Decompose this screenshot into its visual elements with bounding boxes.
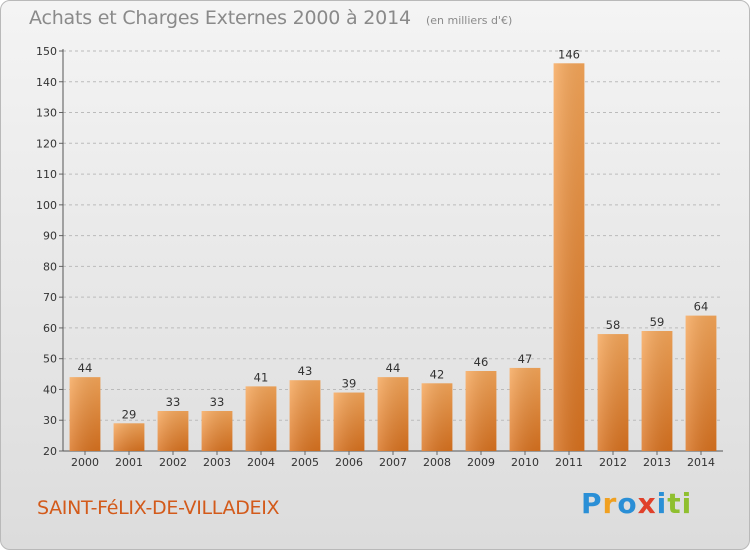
y-tick-label: 90	[43, 230, 57, 243]
y-tick-label: 20	[43, 445, 57, 458]
bar-value-label: 46	[474, 355, 489, 369]
x-tick-label: 2012	[599, 456, 627, 469]
chart-subtitle: (en milliers d'€)	[425, 14, 513, 27]
y-tick-label: 80	[43, 260, 57, 273]
bar-value-label: 64	[694, 300, 709, 314]
town-name: SAINT-FéLIX-DE-VILLADEIX	[37, 497, 280, 519]
x-tick-label: 2010	[511, 456, 539, 469]
x-tick-label: 2007	[379, 456, 407, 469]
x-tick-label: 2008	[423, 456, 451, 469]
x-tick-label: 2006	[335, 456, 363, 469]
x-tick-label: 2009	[467, 456, 495, 469]
bar-shine	[201, 411, 233, 451]
bar-shine	[597, 334, 629, 451]
y-tick-label: 130	[36, 107, 57, 120]
bar-shine	[685, 315, 717, 451]
bar-value-label: 33	[210, 395, 225, 409]
bar-shine	[421, 383, 453, 451]
bar-shine	[465, 371, 497, 451]
bar-shine	[333, 392, 365, 451]
x-tick-label: 2000	[71, 456, 99, 469]
bar-value-label: 42	[430, 367, 445, 381]
y-tick-label: 40	[43, 383, 57, 396]
x-tick-label: 2001	[115, 456, 143, 469]
bar-shine	[157, 411, 189, 451]
bar-value-label: 44	[78, 361, 93, 375]
y-tick-label: 110	[36, 168, 57, 181]
y-tick-label: 120	[36, 137, 57, 150]
x-tick-label: 2005	[291, 456, 319, 469]
y-tick-label: 60	[43, 322, 57, 335]
y-tick-label: 140	[36, 76, 57, 89]
x-tick-label: 2011	[555, 456, 583, 469]
x-tick-label: 2002	[159, 456, 187, 469]
y-tick-label: 70	[43, 291, 57, 304]
bar-value-label: 58	[606, 318, 621, 332]
bar-value-label: 47	[518, 352, 533, 366]
chart-title-area: Achats et Charges Externes 2000 à 2014 (…	[29, 7, 512, 29]
x-tick-label: 2004	[247, 456, 275, 469]
x-tick-label: 2003	[203, 456, 231, 469]
bar-shine	[509, 367, 541, 451]
y-tick-label: 30	[43, 414, 57, 427]
bar-shine	[377, 377, 409, 451]
proxiti-logo: Proxiti	[581, 487, 693, 520]
bar-value-label: 33	[166, 395, 181, 409]
bar-shine	[245, 386, 277, 451]
bar-value-label: 41	[254, 370, 269, 384]
chart-title: Achats et Charges Externes 2000 à 2014	[29, 7, 411, 29]
bar-value-label: 44	[386, 361, 401, 375]
bar-value-label: 39	[342, 377, 357, 391]
bar-shine	[69, 377, 101, 451]
bar-value-label: 59	[650, 315, 665, 329]
bar-value-label: 29	[122, 407, 137, 421]
bar-shine	[113, 423, 145, 451]
bar-value-label: 146	[558, 47, 580, 61]
x-tick-label: 2013	[643, 456, 671, 469]
bar-shine	[553, 63, 585, 452]
bar-shine	[289, 380, 321, 451]
x-tick-label: 2014	[687, 456, 715, 469]
y-tick-label: 150	[36, 45, 57, 58]
bar-shine	[641, 331, 673, 451]
y-tick-label: 100	[36, 199, 57, 212]
y-tick-label: 50	[43, 353, 57, 366]
bar-value-label: 43	[298, 364, 313, 378]
